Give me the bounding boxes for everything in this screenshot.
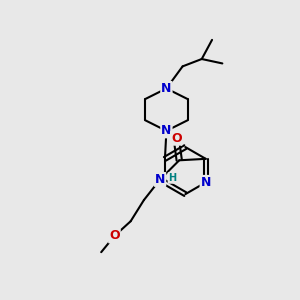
Text: N: N (200, 176, 211, 189)
Text: N: N (155, 173, 165, 186)
Text: N: N (161, 124, 172, 137)
Text: O: O (109, 230, 120, 242)
Text: N: N (161, 82, 172, 95)
Text: H: H (168, 173, 176, 183)
Text: O: O (171, 132, 181, 145)
